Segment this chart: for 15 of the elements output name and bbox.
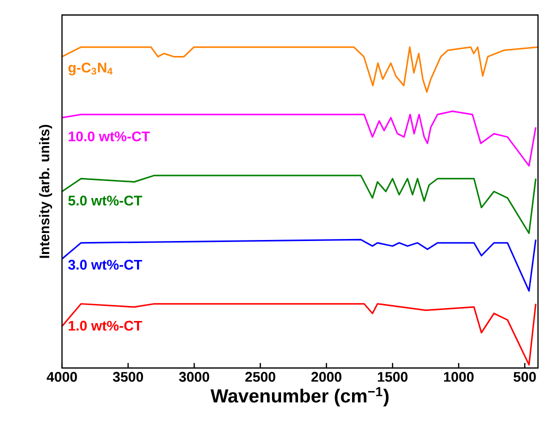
x-tick-label: 2500 xyxy=(245,372,276,382)
series-label: 5.0 wt%-CT xyxy=(68,196,142,206)
series-label: 10.0 wt%-CT xyxy=(68,131,150,142)
x-tick-label: 4000 xyxy=(46,372,77,382)
x-tick-label: 1000 xyxy=(444,372,474,382)
x-tick-label: 1500 xyxy=(378,372,408,382)
x-tick-label: 2000 xyxy=(311,372,342,382)
series-label: 1.0 wt%-CT xyxy=(68,320,142,331)
x-axis-title: Wavenumber (cm$^{−1}$) xyxy=(210,387,389,406)
series-label: g-C$_{3}$N$_{4}$ xyxy=(68,62,113,76)
y-axis-title: Intensity (arb. units) xyxy=(39,124,52,258)
series-label: 3.0 wt%-CT xyxy=(68,260,142,270)
x-tick-label: 3500 xyxy=(112,372,144,382)
x-tick-label: 3000 xyxy=(179,372,210,382)
x-tick-label: 500 xyxy=(514,372,536,382)
